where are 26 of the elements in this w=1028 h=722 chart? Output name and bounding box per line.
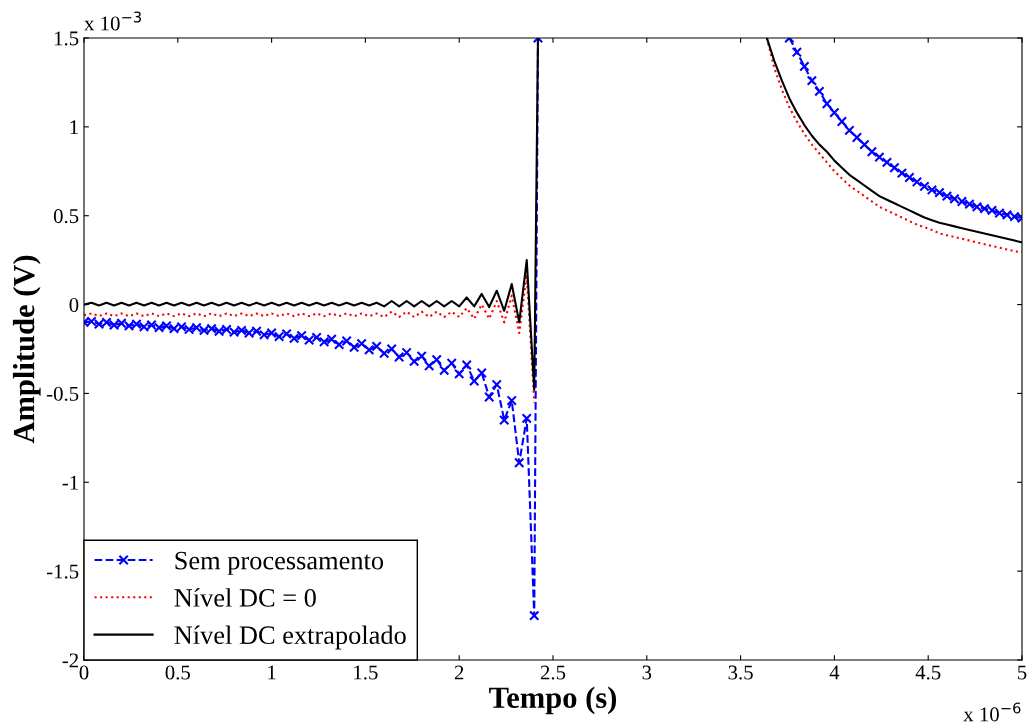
text: x 10$^{−6}$	[963, 702, 1021, 722]
y-tick-label: -2	[62, 653, 78, 668]
y-tick-label: -0.5	[46, 386, 79, 401]
x-tick-label: 1	[268, 665, 276, 680]
y-tick-label: 1	[70, 120, 78, 135]
x-tick-label: 4	[829, 665, 840, 680]
y-tick-label: -1	[62, 475, 78, 490]
y-tick-label: -1.5	[46, 564, 79, 579]
x-tick-label: 3	[642, 665, 652, 680]
x-tick-label: 2	[454, 665, 464, 680]
y-tick-label: 0	[69, 297, 79, 312]
text: x 10$^{−3}$	[84, 11, 141, 31]
x-tick-label: 0	[79, 665, 89, 680]
x-tick-label: 0.5	[165, 665, 191, 680]
x-tick-label: 2.5	[540, 665, 566, 680]
x-tick-label: 4.5	[915, 665, 941, 680]
y-tick-label: 0.5	[53, 209, 79, 224]
legend-label: Sem processamento	[175, 551, 384, 575]
y-tick-label: 1.5	[54, 31, 79, 46]
x-axis-title: Tempo (s)	[489, 686, 617, 715]
x-tick-label: 1.5	[354, 665, 378, 680]
y-axis-title: Amplitude (V)	[12, 255, 41, 444]
legend-label: Nível DC extrapolado	[174, 625, 406, 650]
x-tick-label: 3.5	[728, 665, 753, 680]
x-tick-label: 5	[1018, 665, 1027, 680]
legend-label: Nível DC = 0	[174, 588, 316, 607]
